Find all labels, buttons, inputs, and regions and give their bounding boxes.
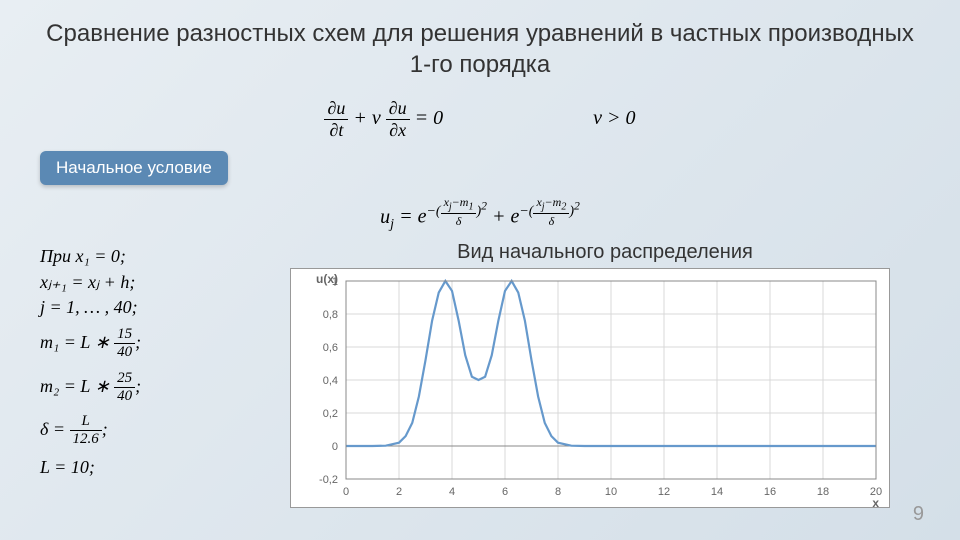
param-j: j = 1, … , 40; <box>40 297 290 318</box>
svg-text:18: 18 <box>817 486 829 498</box>
svg-text:8: 8 <box>555 486 561 498</box>
svg-text:12: 12 <box>658 486 670 498</box>
main-equation: ∂u∂t + v ∂u∂x = 0 v > 0 <box>0 98 960 141</box>
svg-text:x: x <box>872 496 879 509</box>
parameters-block: При x₁ = 0; xⱼ₊₁ = xⱼ + h; j = 1, … , 40… <box>40 241 290 508</box>
chart: 02468101214161820-0,200,20,40,60,81u(x)x <box>290 268 890 508</box>
svg-text:16: 16 <box>764 486 776 498</box>
svg-text:u(x): u(x) <box>316 272 338 286</box>
svg-text:0: 0 <box>332 441 338 453</box>
initial-condition-badge: Начальное условие <box>40 151 228 185</box>
svg-text:-0,2: -0,2 <box>319 474 338 486</box>
param-delta: δ = L12.6; <box>40 413 290 449</box>
chart-title: Вид начального распределения <box>290 241 920 264</box>
param-m1: m₁ = L ∗ 1540; <box>40 326 290 362</box>
svg-text:0,4: 0,4 <box>323 375 338 387</box>
svg-text:2: 2 <box>396 486 402 498</box>
param-x1: При x₁ = 0; <box>40 246 290 267</box>
initial-condition-equation: uj = e−(xj−m1δ)2 + e−(xj−m2δ)2 <box>0 195 960 233</box>
param-xrec: xⱼ₊₁ = xⱼ + h; <box>40 272 290 293</box>
svg-text:10: 10 <box>605 486 617 498</box>
svg-text:0: 0 <box>343 486 349 498</box>
svg-text:0,8: 0,8 <box>323 309 338 321</box>
svg-text:0,2: 0,2 <box>323 408 338 420</box>
page-number: 9 <box>913 503 924 526</box>
svg-text:0,6: 0,6 <box>323 342 338 354</box>
param-L: L = 10; <box>40 457 290 478</box>
param-m2: m₂ = L ∗ 2540; <box>40 370 290 406</box>
slide-title: Сравнение разностных схем для решения ур… <box>0 0 960 90</box>
svg-text:14: 14 <box>711 486 723 498</box>
svg-text:6: 6 <box>502 486 508 498</box>
svg-text:4: 4 <box>449 486 455 498</box>
